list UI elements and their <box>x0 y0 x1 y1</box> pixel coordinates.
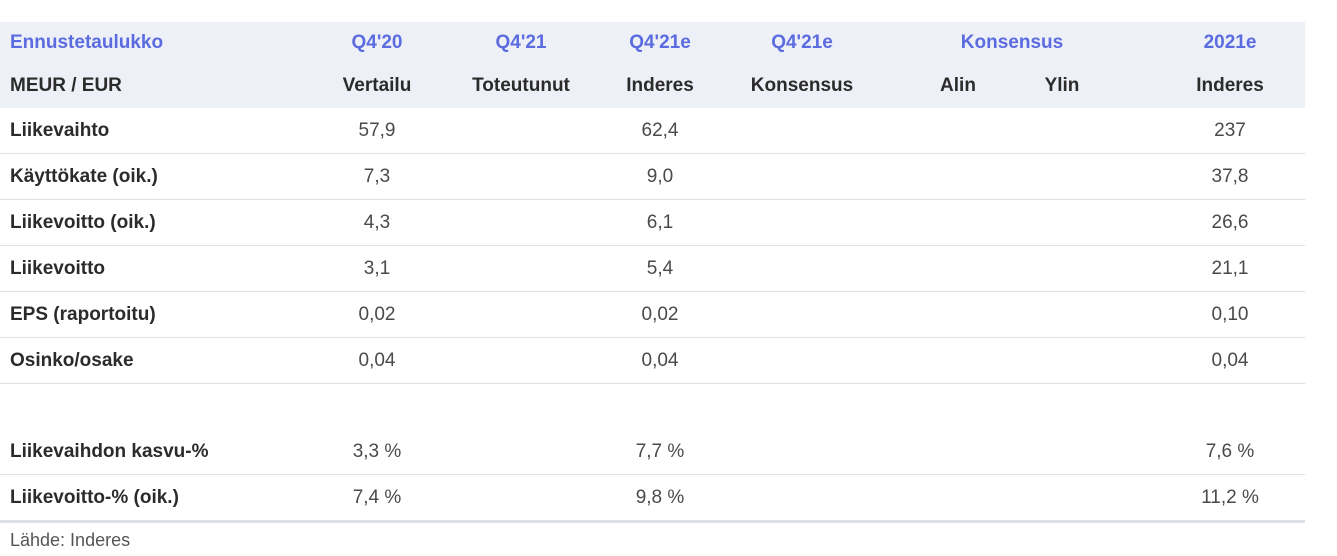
cell-2021e: 11,2 % <box>1201 487 1259 508</box>
row-label: Osinko/osake <box>10 350 134 371</box>
header-ylin: Ylin <box>1044 75 1080 96</box>
cell-2021e: 37,8 <box>1211 166 1249 187</box>
row-label: Liikevoitto (oik.) <box>10 212 156 233</box>
table-row: Liikevaihdon kasvu-% 3,3 % 7,7 % 7,6 % <box>0 429 1305 475</box>
cell-q4-20: 3,3 % <box>352 441 402 462</box>
cell-q4-21e: 0,04 <box>641 350 679 371</box>
row-label: EPS (raportoitu) <box>10 304 156 325</box>
cell-q4-20: 4,3 <box>363 212 391 233</box>
row-label: Käyttökate (oik.) <box>10 166 158 187</box>
cell-q4-21e: 0,02 <box>641 304 679 325</box>
header-q4-21: Q4'21 <box>495 32 547 53</box>
header-q4-21e-consensus: Q4'21e <box>771 32 833 53</box>
table-bottom-rule <box>0 520 1305 523</box>
table-row: Liikevoitto (oik.) 4,3 6,1 26,6 <box>0 200 1305 246</box>
header-konsensus: Konsensus <box>750 75 854 96</box>
table-row: Liikevaihto 57,9 62,4 237 <box>0 108 1305 154</box>
table-row: Osinko/osake 0,04 0,04 0,04 <box>0 338 1305 384</box>
cell-2021e: 26,6 <box>1211 212 1249 233</box>
header-alin: Alin <box>940 75 976 96</box>
table-row: EPS (raportoitu) 0,02 0,02 0,10 <box>0 292 1305 338</box>
header-q4-20: Q4'20 <box>351 32 403 53</box>
cell-2021e: 21,1 <box>1211 258 1249 279</box>
header-unit: MEUR / EUR <box>10 75 122 96</box>
cell-2021e: 7,6 % <box>1205 441 1255 462</box>
header-toteutunut: Toteutunut <box>472 75 570 96</box>
cell-q4-20: 3,1 <box>363 258 391 279</box>
header-vertailu: Vertailu <box>342 75 412 96</box>
header-q4-21e-inderes: Q4'21e <box>629 32 691 53</box>
row-label: Liikevaihdon kasvu-% <box>10 441 209 462</box>
cell-q4-21e: 62,4 <box>641 120 679 141</box>
header-consensus: Konsensus <box>960 32 1064 53</box>
cell-q4-20: 0,02 <box>358 304 396 325</box>
table-row: Liikevoitto-% (oik.) 7,4 % 9,8 % 11,2 % <box>0 475 1305 520</box>
cell-q4-20: 7,3 <box>363 166 391 187</box>
cell-q4-21e: 9,8 % <box>635 487 685 508</box>
table-header: Ennustetaulukko Q4'20 Q4'21 Q4'21e Q4'21… <box>0 22 1305 108</box>
table-row: Liikevoitto 3,1 5,4 21,1 <box>0 246 1305 292</box>
header-title: Ennustetaulukko <box>10 32 164 53</box>
cell-2021e: 0,10 <box>1211 304 1249 325</box>
cell-q4-20: 57,9 <box>358 120 396 141</box>
cell-q4-21e: 7,7 % <box>635 441 685 462</box>
table-row: Käyttökate (oik.) 7,3 9,0 37,8 <box>0 154 1305 200</box>
row-label: Liikevaihto <box>10 120 110 141</box>
row-label: Liikevoitto-% (oik.) <box>10 487 179 508</box>
header-2021e: 2021e <box>1203 32 1257 53</box>
header-inderes: Inderes <box>626 75 694 96</box>
cell-q4-21e: 9,0 <box>646 166 674 187</box>
cell-q4-21e: 5,4 <box>646 258 674 279</box>
cell-q4-21e: 6,1 <box>646 212 674 233</box>
forecast-table: Ennustetaulukko Q4'20 Q4'21 Q4'21e Q4'21… <box>0 22 1305 523</box>
spacer-row <box>0 384 1305 429</box>
cell-q4-20: 0,04 <box>358 350 396 371</box>
cell-2021e: 237 <box>1214 120 1246 141</box>
cell-q4-20: 7,4 % <box>352 487 402 508</box>
row-label: Liikevoitto <box>10 258 106 279</box>
cell-2021e: 0,04 <box>1211 350 1249 371</box>
header-inderes-2021e: Inderes <box>1196 75 1264 96</box>
source-note: Lähde: Inderes <box>10 530 131 550</box>
